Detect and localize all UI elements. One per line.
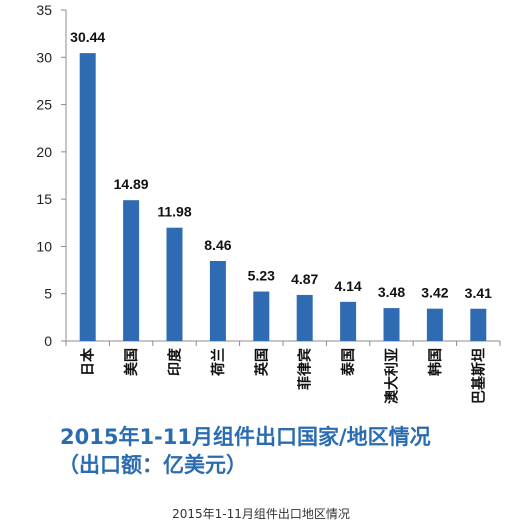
chart-title: 2015年1-11月组件出口国家/地区情况 (60, 425, 431, 449)
y-tick-label: 35 (36, 2, 52, 18)
data-label: 3.48 (378, 284, 405, 300)
y-tick-label: 20 (36, 144, 52, 160)
x-axis (65, 340, 501, 346)
data-label: 30.44 (70, 29, 105, 45)
data-label: 5.23 (248, 268, 275, 284)
y-tick-label: 15 (36, 191, 52, 207)
bar (340, 301, 357, 341)
data-label: 8.46 (204, 237, 231, 253)
data-label: 14.89 (114, 176, 149, 192)
bar (79, 53, 96, 341)
category-label: 韩国 (427, 348, 444, 376)
bar (209, 260, 226, 341)
category-label: 澳大利亚 (384, 348, 401, 404)
y-tick-label: 10 (36, 238, 52, 254)
category-label: 日本 (80, 347, 97, 376)
bar-chart: 0 5 10 15 20 25 30 35 30.44 14.89 11.98 8.46 5.23 4.… (36, 2, 501, 404)
category-label: 荷兰 (210, 348, 227, 377)
category-label: 英国 (253, 348, 270, 377)
y-tick-label: 30 (36, 49, 52, 65)
category-label: 泰国 (340, 348, 357, 377)
data-label: 3.41 (465, 285, 492, 301)
data-label: 11.98 (157, 204, 191, 220)
y-axis: 0 5 10 15 20 25 30 35 (36, 2, 67, 349)
data-label: 4.14 (334, 278, 361, 294)
category-label: 印度 (167, 347, 184, 376)
bar (470, 308, 487, 341)
category-label: 巴基斯坦 (470, 348, 487, 404)
category-label: 菲律宾 (297, 348, 314, 390)
category-labels: 日本 美国 印度 荷兰 英国 菲律宾 泰国 澳大利亚 韩国 巴基斯坦 (80, 347, 488, 404)
bar (426, 308, 443, 341)
data-labels: 30.44 14.89 11.98 8.46 5.23 4.87 4.14 3.48 3.42 3… (70, 29, 492, 301)
y-tick-label: 5 (44, 286, 52, 302)
y-tick-label: 0 (44, 333, 52, 349)
bar (166, 227, 183, 341)
bars (79, 53, 487, 341)
data-label: 4.87 (291, 271, 318, 287)
y-tick-label: 25 (36, 97, 52, 113)
chart-subtitle: （出口额：亿美元） (58, 453, 247, 477)
bar (123, 200, 140, 341)
figure-caption: 2015年1-11月组件出口地区情况 (172, 507, 350, 521)
bar (296, 294, 313, 341)
category-label: 美国 (123, 348, 140, 376)
bar (383, 308, 400, 341)
bar (253, 291, 270, 341)
data-label: 3.42 (421, 285, 448, 301)
